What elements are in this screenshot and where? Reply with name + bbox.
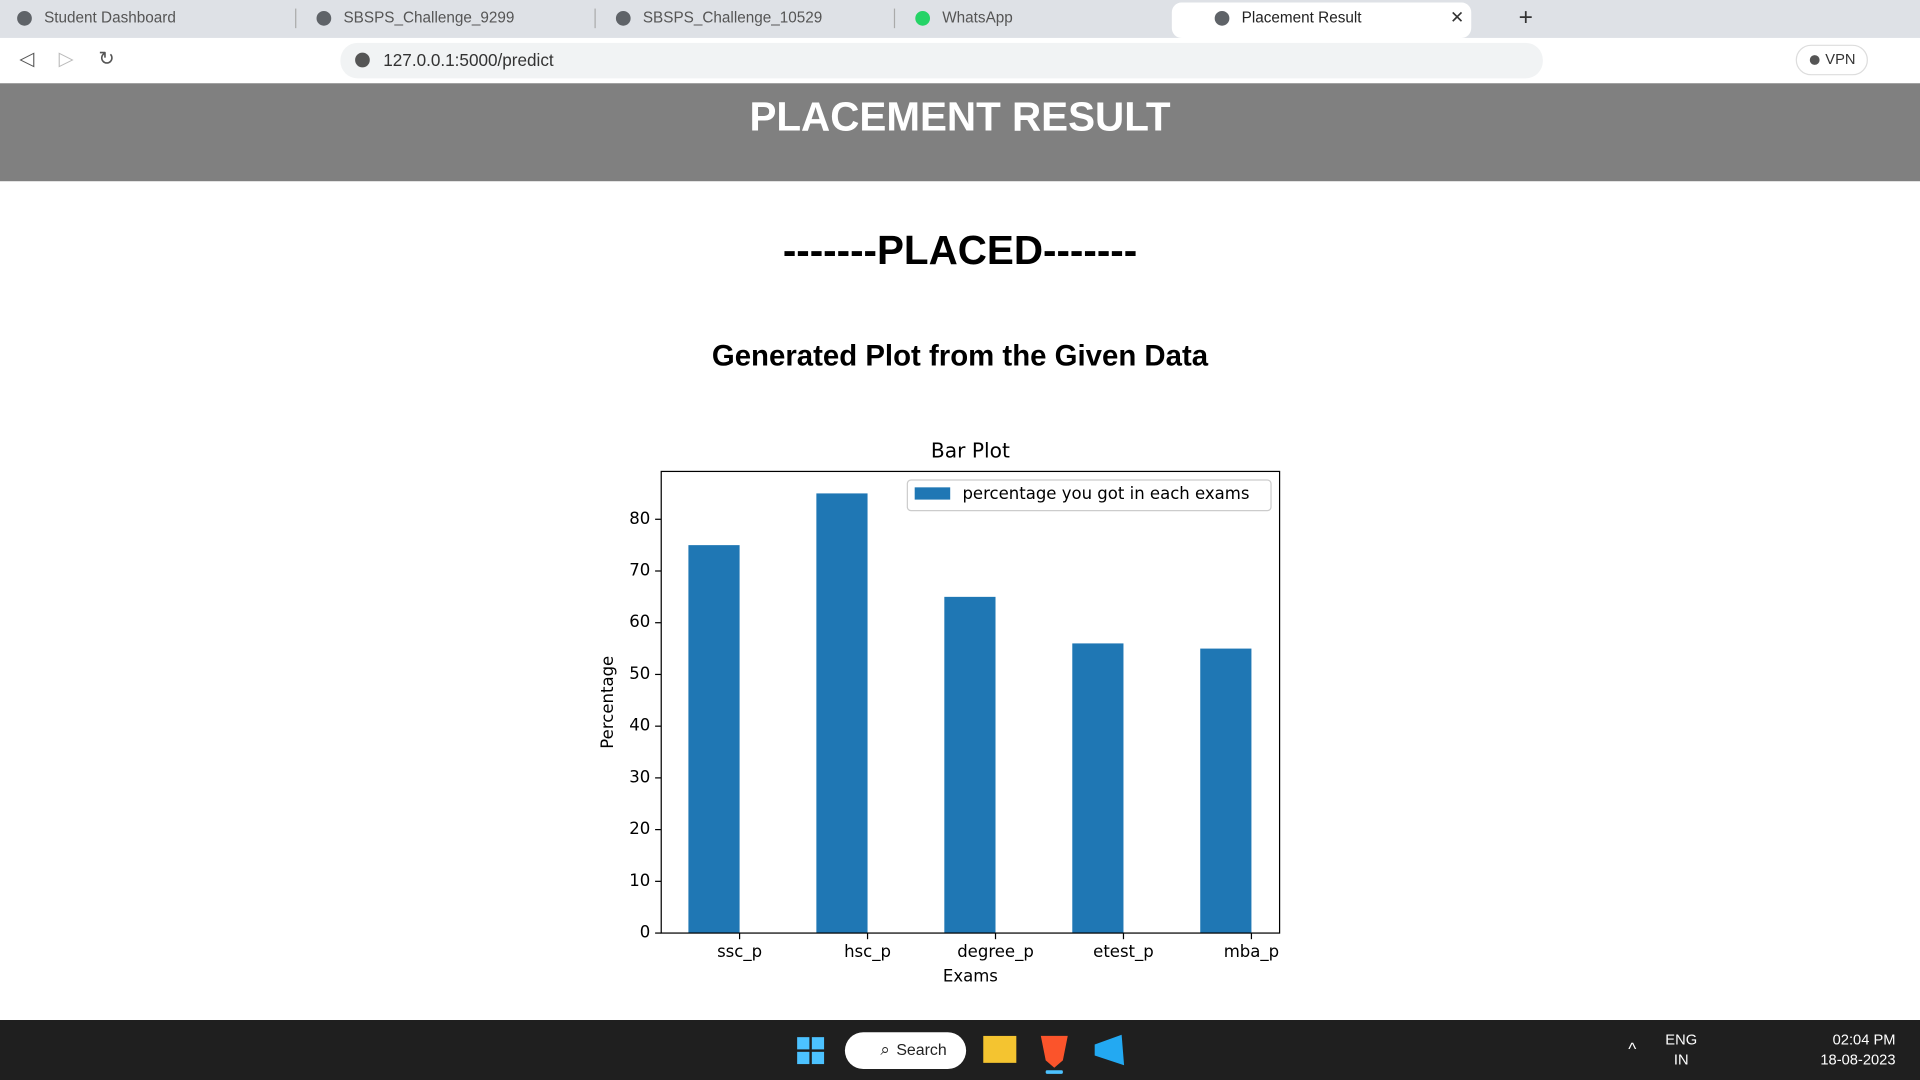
header-title: PLACEMENT RESULT bbox=[749, 94, 1170, 140]
bar bbox=[688, 545, 740, 934]
x-tick-label: etest_p bbox=[1093, 942, 1154, 962]
bar bbox=[1072, 643, 1124, 934]
new-tab[interactable]: + bbox=[1519, 4, 1533, 31]
y-axis-label: Percentage bbox=[598, 656, 617, 749]
tab-icon bbox=[17, 11, 32, 26]
bar bbox=[1200, 648, 1252, 934]
status: -------PLACED------- bbox=[783, 227, 1137, 273]
x-tick-label: ssc_p bbox=[717, 942, 762, 962]
tab-icon bbox=[316, 11, 332, 26]
tab-title[interactable]: Student Dashboard bbox=[44, 9, 176, 26]
start-pane bbox=[797, 1037, 810, 1050]
x-tick-label: mba_p bbox=[1224, 942, 1279, 962]
tab-icon bbox=[915, 11, 930, 26]
language[interactable]: ENG bbox=[1665, 1033, 1697, 1049]
legend-box bbox=[906, 479, 1272, 512]
start-pane bbox=[811, 1037, 825, 1050]
x-tick-label: degree_p bbox=[957, 942, 1034, 962]
y-tick-label: 80 bbox=[629, 509, 650, 528]
tab-title[interactable]: WhatsApp bbox=[942, 9, 1013, 26]
y-tick-label: 30 bbox=[629, 767, 650, 786]
y-tick-label: 60 bbox=[629, 612, 650, 631]
tabs: Student Dashboard SBSPS_Challenge_9299 SBS… bbox=[17, 2, 1472, 38]
address-bar[interactable] bbox=[340, 42, 1543, 79]
plot-frame bbox=[660, 470, 1281, 934]
vpn-icon bbox=[1809, 55, 1820, 65]
x-axis-label: Exams bbox=[943, 967, 998, 986]
region[interactable]: IN bbox=[1674, 1052, 1689, 1068]
y-tick-label: 10 bbox=[629, 871, 650, 890]
brave-icon[interactable] bbox=[1040, 1035, 1068, 1068]
bar bbox=[816, 493, 868, 934]
clock-date[interactable]: 18-08-2023 bbox=[1820, 1052, 1895, 1068]
search-box[interactable] bbox=[844, 1032, 967, 1069]
y-tick-label: 40 bbox=[629, 716, 650, 735]
clock-time[interactable]: 02:04 PM bbox=[1833, 1033, 1896, 1049]
tab-icon bbox=[615, 11, 631, 26]
y-tick-label: 20 bbox=[629, 819, 650, 838]
tab-icon bbox=[1214, 11, 1230, 26]
plot-heading: Generated Plot from the Given Data bbox=[712, 339, 1209, 372]
site-info[interactable] bbox=[355, 52, 370, 68]
tab-close[interactable]: ✕ bbox=[1450, 7, 1464, 27]
explorer-icon[interactable] bbox=[983, 1035, 1017, 1063]
tab-title[interactable]: Placement Result bbox=[1242, 9, 1363, 26]
y-tick-label: 70 bbox=[629, 560, 650, 579]
search-label[interactable]: Search bbox=[896, 1042, 946, 1059]
tab-active bbox=[1171, 2, 1472, 38]
reload[interactable]: ↻ bbox=[98, 48, 114, 70]
chart-title: Bar Plot bbox=[931, 438, 1010, 462]
vpn-button[interactable] bbox=[1795, 44, 1868, 76]
legend-swatch bbox=[914, 487, 951, 500]
bar bbox=[944, 596, 996, 934]
tab-title[interactable]: SBSPS_Challenge_9299 bbox=[343, 9, 514, 26]
tab-title[interactable]: SBSPS_Challenge_10529 bbox=[643, 9, 822, 26]
vpn-label[interactable]: VPN bbox=[1825, 52, 1855, 68]
start-pane bbox=[811, 1051, 825, 1065]
active-indicator bbox=[1045, 1070, 1063, 1074]
y-tick-label: 0 bbox=[640, 923, 651, 942]
legend-label: percentage you got in each exams bbox=[962, 484, 1249, 503]
x-tick-label: hsc_p bbox=[844, 942, 891, 962]
back[interactable]: ◁ bbox=[19, 48, 35, 70]
search-icon: ⌕ bbox=[880, 1039, 890, 1059]
tray-toggle[interactable]: ^ bbox=[1628, 1039, 1636, 1059]
vscode-icon[interactable] bbox=[1094, 1034, 1125, 1066]
start-pane bbox=[797, 1051, 810, 1065]
url[interactable]: 127.0.0.1:5000/predict bbox=[383, 50, 554, 70]
forward[interactable]: ▷ bbox=[59, 48, 75, 70]
y-tick-label: 50 bbox=[629, 664, 650, 683]
chart: Bar Plot 0 10 20 30 40 50 60 70 80 ssc_p hsc_p degre… bbox=[598, 438, 1281, 986]
page-header bbox=[0, 83, 1920, 182]
start-button[interactable] bbox=[797, 1037, 825, 1065]
